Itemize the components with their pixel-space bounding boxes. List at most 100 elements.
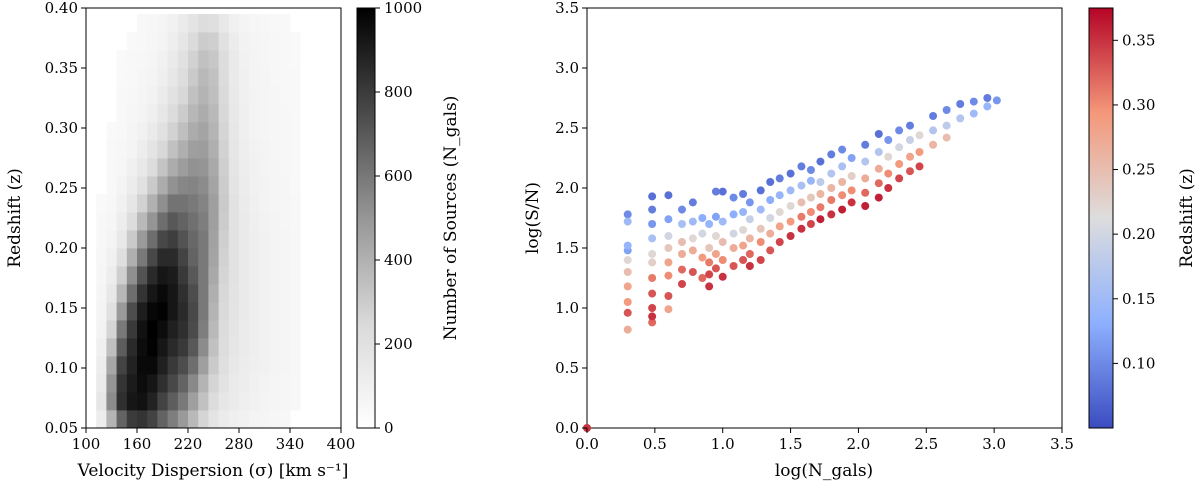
x-tick-label: 0.0	[575, 435, 599, 453]
heatmap-cell	[249, 104, 260, 123]
scatter-point	[711, 264, 720, 273]
scatter-point	[874, 130, 883, 138]
heatmap-cell	[157, 374, 168, 393]
heatmap-cell	[137, 50, 148, 69]
heatmap-cell	[249, 50, 260, 69]
heatmap-cell	[218, 266, 230, 285]
y-tick-label: 2.0	[555, 179, 579, 197]
heatmap-cell	[96, 392, 107, 411]
y-tick-label: 0.0	[555, 419, 579, 437]
heatmap-cell	[96, 248, 107, 267]
heatmap-cell	[116, 356, 128, 375]
heatmap-cell	[188, 374, 199, 393]
heatmap-cell	[279, 50, 291, 69]
scatter-point	[838, 145, 847, 154]
colorbar-tick-label: 0.30	[1122, 96, 1155, 114]
scatter-point	[874, 179, 883, 188]
scatter-point	[745, 250, 754, 258]
scatter-point	[786, 232, 795, 240]
heatmap-cell	[239, 158, 250, 177]
scatter-point	[648, 274, 657, 282]
heatmap-cell	[290, 68, 301, 87]
heatmap-cell	[157, 158, 168, 177]
heatmap-cell	[208, 194, 219, 213]
scatter-point	[756, 238, 765, 246]
heatmap-cell	[228, 302, 240, 321]
y-tick-label: 0.20	[45, 239, 78, 257]
heatmap-cell	[279, 140, 291, 159]
heatmap-cell	[228, 374, 240, 393]
heatmap-cell	[198, 140, 209, 159]
heatmap-cell	[96, 374, 107, 393]
heatmap-cell	[157, 320, 168, 339]
colorbar-tick-label: 0.35	[1122, 31, 1155, 49]
heatmap-cell	[249, 284, 260, 303]
heatmap-cell	[259, 302, 270, 321]
heatmap-cell	[167, 50, 179, 69]
heatmap-cell	[116, 374, 128, 393]
scatter-y-ticks: 0.0 0.5 1.0 1.5 2.0 2.5 3.0 3.5	[555, 0, 587, 437]
heatmap-cell	[116, 248, 128, 267]
heatmap-cell	[126, 32, 138, 51]
heatmap-cell	[157, 140, 168, 159]
heatmap-cell	[198, 302, 209, 321]
scatter-point	[797, 181, 806, 190]
scatter-point	[745, 234, 754, 243]
scatter-point	[895, 126, 904, 135]
scatter-point	[816, 178, 825, 186]
scatter-point	[664, 215, 673, 224]
heatmap-cell	[259, 50, 270, 69]
heatmap-cell	[228, 176, 240, 195]
scatter-point	[816, 215, 825, 224]
heatmap-cell	[126, 176, 138, 195]
heatmap-cell	[126, 248, 138, 267]
heatmap-cell	[116, 158, 128, 177]
scatter-point	[756, 256, 765, 264]
heatmap-cell	[259, 284, 270, 303]
heatmap-cell	[249, 356, 260, 375]
heatmap-cell	[157, 212, 168, 231]
y-tick-label: 1.5	[555, 239, 579, 257]
scatter-point	[806, 176, 815, 185]
heatmap-cell	[198, 374, 209, 393]
scatter-point	[648, 312, 657, 321]
scatter-point	[915, 131, 924, 140]
heatmap-cell	[126, 266, 138, 285]
heatmap-cell	[259, 410, 270, 429]
heatmap-cell	[239, 230, 250, 249]
heatmap-cell	[96, 266, 107, 285]
colorbar-tick-label: 800	[384, 83, 413, 101]
heatmap-cell	[167, 248, 179, 267]
heatmap-cell	[208, 104, 219, 123]
heatmap-cell	[147, 104, 158, 123]
scatter-point	[906, 152, 914, 161]
heatmap-cell	[167, 32, 179, 51]
scatter-point	[838, 205, 847, 214]
heatmap-cell	[239, 86, 250, 105]
heatmap-cell	[290, 176, 301, 195]
heatmap-cell	[279, 320, 291, 339]
x-tick-label: 2.5	[914, 435, 938, 453]
scatter-point	[688, 268, 697, 276]
scatter-point	[775, 222, 784, 231]
scatter-point	[861, 157, 870, 166]
heatmap-cell	[218, 230, 230, 249]
scatter-point	[861, 140, 870, 149]
heatmap-cell	[198, 32, 209, 51]
heatmap-cell	[177, 176, 189, 195]
scatter-point	[895, 160, 904, 168]
heatmap-cell	[188, 50, 199, 69]
scatter-point	[874, 148, 883, 156]
heatmap-cell	[259, 320, 270, 339]
heatmap-cell	[177, 86, 189, 105]
heatmap-cell	[188, 338, 199, 357]
scatter-point	[623, 282, 632, 291]
scatter-point	[705, 220, 714, 228]
heatmap-cell	[290, 122, 301, 141]
heatmap-cell	[147, 392, 158, 411]
heatmap-cell	[177, 230, 189, 249]
heatmap-cell	[239, 32, 250, 51]
heatmap-cell	[218, 374, 230, 393]
scatter-point	[705, 270, 714, 279]
x-tick-label: 0.5	[643, 435, 667, 453]
